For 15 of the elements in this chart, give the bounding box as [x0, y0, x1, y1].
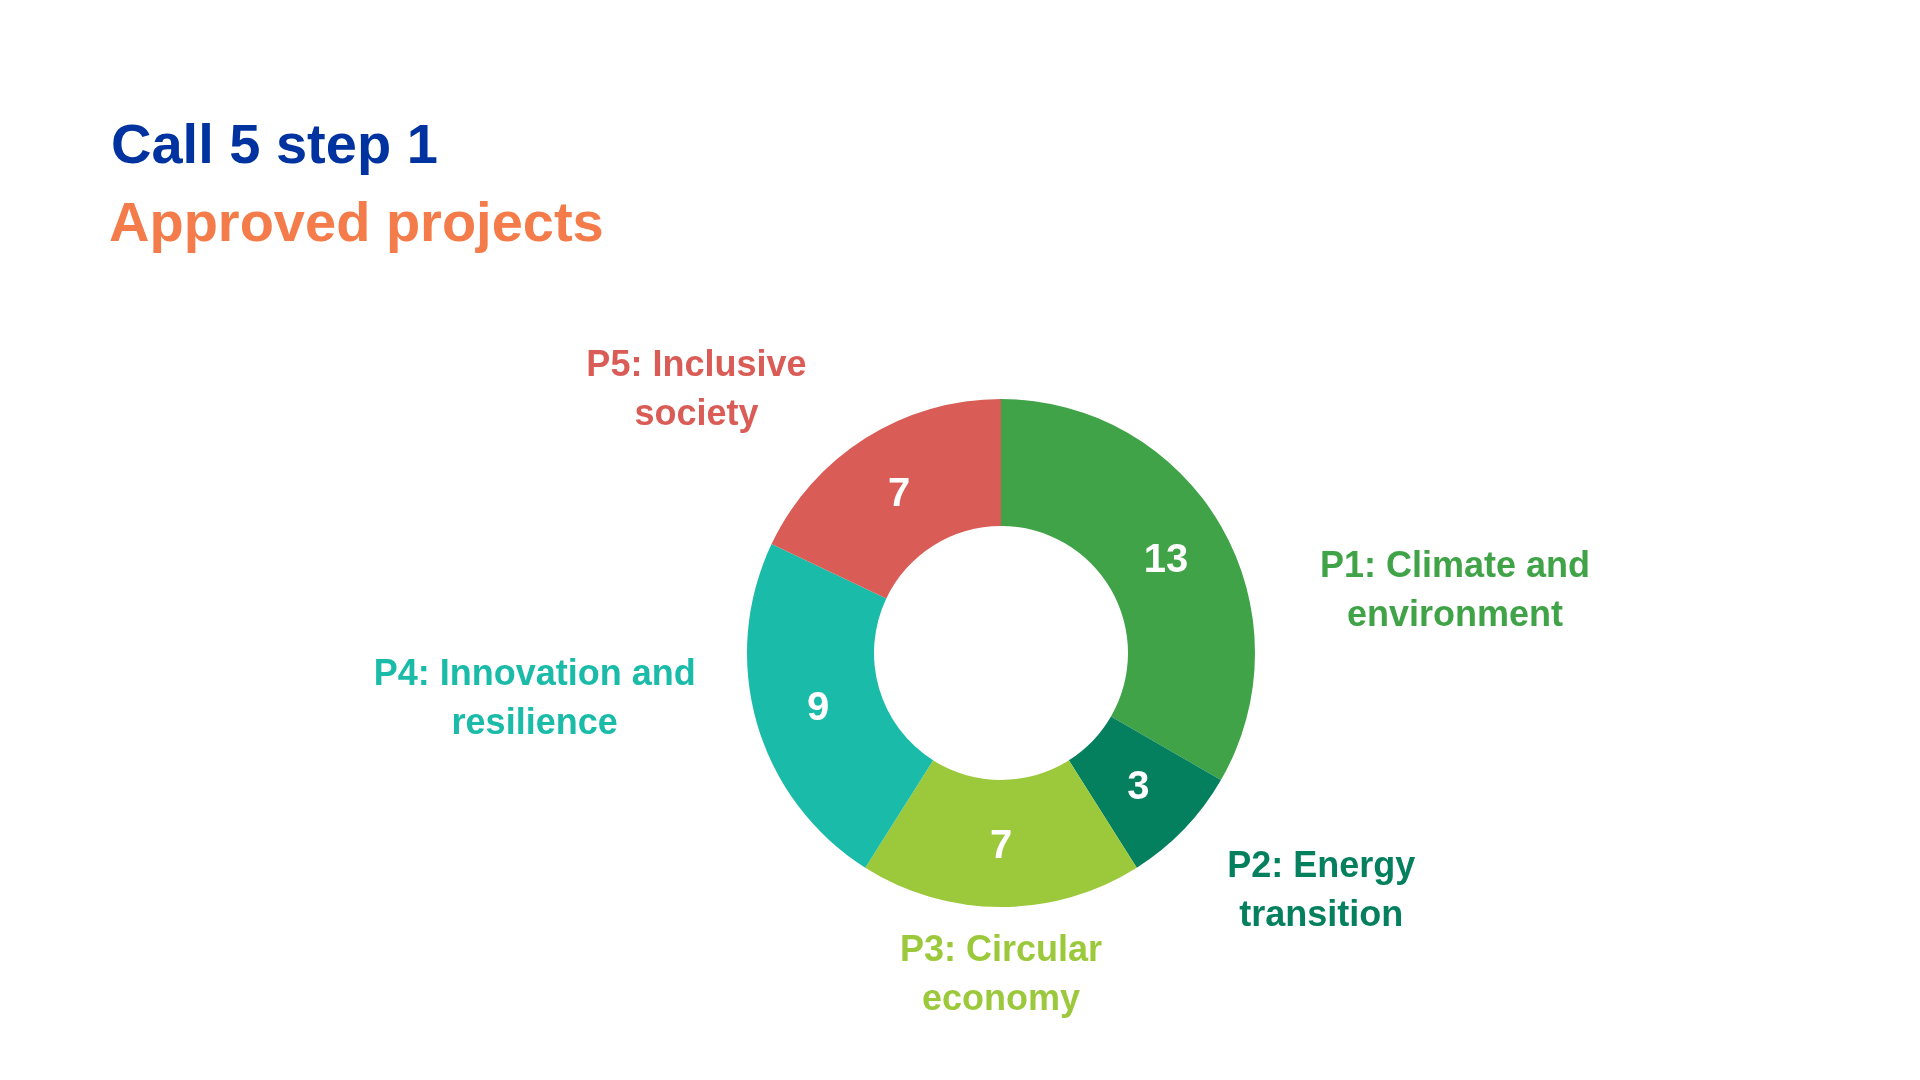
slice-label: P1: Climate and environment	[1320, 543, 1591, 634]
data-label: 13	[1143, 535, 1189, 580]
donut-slice	[1068, 716, 1221, 868]
slice-label: P5: Inclusive society	[586, 342, 807, 433]
donut-slice	[771, 399, 1001, 599]
chart-title: Call 5 step 1	[111, 112, 438, 175]
slice-label: P2: Energy transition	[1227, 843, 1416, 934]
data-label: 7	[989, 821, 1013, 866]
slice-label: P3: Circular economy	[899, 928, 1103, 1018]
donut-slice	[747, 544, 934, 868]
data-label: 7	[888, 469, 911, 514]
chart-subtitle: Approved projects	[109, 190, 604, 253]
data-label: 9	[806, 684, 830, 728]
slice-label: P4: Innovation and resilience	[373, 652, 696, 743]
data-label: 3	[1127, 762, 1150, 807]
